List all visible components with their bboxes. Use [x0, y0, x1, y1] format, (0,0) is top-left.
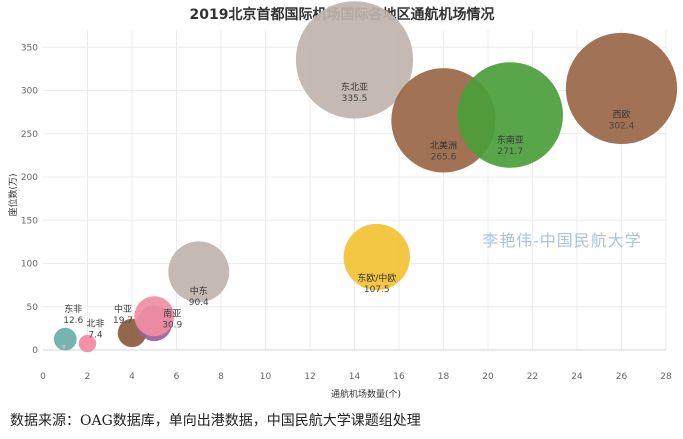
bubble-point [457, 62, 563, 168]
bubble-value-label: 7.4 [88, 331, 103, 341]
x-tick-label: 4 [129, 372, 135, 382]
y-tick-label: 50 [27, 303, 39, 313]
x-axis-label: 通航机场数量(个) [331, 388, 401, 400]
y-axis-label: 座位数(万) [7, 173, 19, 216]
x-tick-label: 16 [393, 372, 405, 382]
bubble-point [168, 241, 230, 303]
small-marker-arrow [61, 345, 67, 350]
x-tick-label: 26 [616, 372, 628, 382]
bubble-point [343, 223, 410, 291]
bubble-value-label: 302.4 [609, 121, 635, 131]
watermark-text: 李艳伟-中国民航大学 [482, 231, 641, 250]
data-source-note: 数据来源：OAG数据库，单向出港数据，中国民航大学课题组处理 [10, 413, 421, 429]
bubble-point [134, 296, 175, 337]
y-tick-label: 350 [21, 43, 38, 53]
bubble-name-label: 东南亚 [497, 134, 524, 146]
bubble-point [295, 1, 414, 119]
bubble-point [78, 334, 97, 353]
bubbles [53, 1, 678, 353]
bubble-name-label: 中亚 [114, 303, 132, 315]
bubble-value-label: 30.9 [162, 320, 182, 330]
x-tick-label: 22 [527, 372, 538, 382]
bubble-value-label: 12.6 [63, 316, 83, 326]
x-tick-label: 20 [482, 372, 494, 382]
bubble-point [53, 327, 77, 351]
x-tick-label: 2 [85, 372, 91, 382]
y-tick-label: 250 [21, 130, 38, 140]
bubble-name-label: 北非 [86, 318, 104, 330]
y-axis-ticks: 0 50 100 150 200 250 300 350 [21, 43, 38, 356]
x-tick-label: 14 [349, 372, 361, 382]
y-tick-label: 100 [21, 260, 38, 270]
bubble-name-label: 东北亚 [341, 81, 368, 93]
bubble-name-label: 西欧 [612, 108, 630, 120]
x-tick-label: 6 [174, 372, 180, 382]
x-tick-label: 0 [40, 372, 46, 382]
bubble-value-label: 90.4 [189, 298, 209, 308]
bubble-value-label: 19.7 [113, 316, 133, 326]
x-tick-label: 28 [660, 372, 672, 382]
x-tick-label: 8 [218, 372, 224, 382]
bubble-name-label: 东欧/中欧 [357, 272, 396, 284]
bubble-point [565, 32, 678, 145]
bubble-value-label: 265.6 [431, 152, 457, 162]
bubble-name-label: 北美洲 [430, 139, 457, 151]
x-tick-label: 10 [260, 372, 272, 382]
x-tick-label: 12 [304, 372, 315, 382]
bubble-name-label: 南亚 [163, 307, 181, 319]
bubble-name-label: 东非 [64, 303, 82, 315]
y-tick-label: 200 [21, 173, 38, 183]
y-tick-label: 0 [32, 346, 38, 356]
x-tick-label: 24 [571, 372, 583, 382]
bubble-value-label: 107.5 [364, 285, 390, 295]
x-tick-label: 18 [438, 372, 450, 382]
bubble-name-label: 中东 [190, 285, 208, 297]
bubble-chart: 2019北京首都国际机场国际各地区通航机场情况 0246810121416182… [7, 1, 678, 400]
y-tick-label: 150 [21, 216, 38, 226]
bubble-value-label: 271.7 [497, 147, 523, 157]
x-axis-ticks: 0 2 4 6 8 10 12 14 16 18 20 22 24 26 28 [40, 372, 672, 382]
bubble-value-label: 335.5 [342, 94, 368, 104]
y-tick-label: 300 [21, 87, 38, 97]
